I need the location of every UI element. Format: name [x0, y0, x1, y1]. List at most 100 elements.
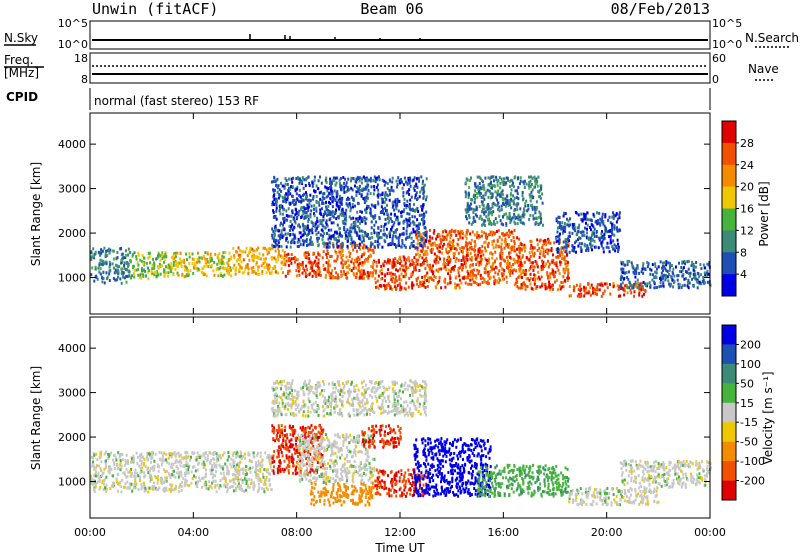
data-cell: [308, 273, 311, 277]
data-cell: [406, 236, 409, 239]
data-cell: [117, 268, 120, 272]
data-cell: [337, 235, 340, 239]
data-cell: [416, 236, 419, 240]
data-cell: [271, 243, 274, 247]
data-cell: [172, 257, 175, 261]
data-cell: [425, 256, 428, 260]
data-cell: [233, 472, 236, 476]
data-cell: [237, 482, 240, 486]
data-cell: [466, 203, 469, 207]
data-cell: [364, 259, 367, 263]
data-cell: [313, 260, 316, 264]
data-cell: [343, 260, 346, 264]
data-cell: [187, 468, 189, 472]
data-cell: [285, 192, 288, 196]
data-cell: [529, 282, 532, 286]
data-cell: [602, 291, 605, 295]
data-cell: [369, 176, 372, 180]
data-cell: [551, 260, 554, 264]
data-cell: [574, 229, 577, 233]
data-cell: [367, 232, 370, 236]
data-cell: [566, 260, 569, 264]
data-cell: [414, 264, 417, 268]
data-cell: [145, 488, 147, 492]
data-cell: [571, 245, 574, 249]
data-cell: [607, 218, 610, 222]
power-data: [90, 175, 712, 299]
data-cell: [478, 193, 481, 197]
colorbar-segment: [722, 142, 736, 166]
data-cell: [262, 482, 265, 486]
data-cell: [290, 257, 293, 261]
data-cell: [139, 454, 141, 457]
data-cell: [332, 210, 335, 214]
data-cell: [644, 282, 647, 286]
data-cell: [329, 210, 332, 214]
data-cell: [139, 273, 142, 277]
data-cell: [628, 280, 631, 284]
data-cell: [582, 215, 585, 219]
data-cell: [135, 482, 138, 486]
data-cell: [280, 244, 283, 248]
data-cell: [390, 212, 393, 216]
data-cell: [510, 239, 513, 243]
data-cell: [513, 228, 516, 232]
data-cell: [544, 287, 547, 291]
data-band: [619, 259, 712, 290]
data-cell: [648, 281, 651, 285]
data-cell: [667, 261, 670, 265]
data-cell: [151, 485, 154, 489]
data-cell: [327, 259, 330, 263]
data-cell: [388, 258, 391, 262]
data-cell: [556, 235, 559, 239]
data-cell: [440, 267, 443, 271]
data-cell: [473, 273, 476, 277]
data-cell: [250, 478, 253, 482]
data-cell: [509, 184, 512, 188]
data-cell: [299, 243, 302, 247]
data-cell: [525, 182, 528, 186]
data-cell: [465, 236, 468, 240]
data-cell: [547, 274, 550, 278]
data-cell: [517, 246, 520, 250]
data-cell: [257, 451, 260, 455]
data-cell: [246, 265, 249, 269]
data-cell: [305, 228, 308, 232]
data-cell: [118, 483, 121, 487]
data-cell: [350, 230, 353, 234]
data-cell: [405, 237, 408, 241]
data-cell: [124, 254, 127, 257]
data-cell: [133, 471, 136, 475]
data-cell: [393, 221, 396, 225]
data-cell: [522, 269, 525, 273]
data-cell: [366, 234, 369, 238]
data-cell: [384, 284, 386, 288]
data-cell: [360, 210, 363, 214]
data-cell: [472, 280, 475, 284]
data-cell: [581, 233, 584, 237]
data-cell: [363, 219, 366, 223]
data-cell: [275, 206, 278, 210]
data-cell: [445, 250, 448, 254]
data-cell: [109, 487, 112, 491]
data-cell: [101, 471, 104, 475]
data-cell: [211, 258, 214, 262]
data-cell: [518, 249, 521, 253]
data-cell: [508, 270, 511, 274]
data-cell: [382, 228, 385, 232]
data-cell: [446, 251, 449, 255]
data-cell: [451, 246, 453, 250]
data-cell: [137, 488, 140, 492]
data-cell: [463, 259, 466, 263]
data-cell: [642, 271, 645, 275]
data-cell: [678, 269, 681, 273]
data-cell: [125, 274, 128, 278]
data-cell: [530, 240, 533, 243]
data-cell: [92, 451, 95, 455]
data-cell: [325, 180, 328, 184]
data-cell: [482, 204, 485, 207]
data-cell: [593, 290, 596, 293]
data-cell: [155, 274, 158, 278]
data-cell: [274, 180, 277, 183]
data-cell: [612, 247, 615, 251]
